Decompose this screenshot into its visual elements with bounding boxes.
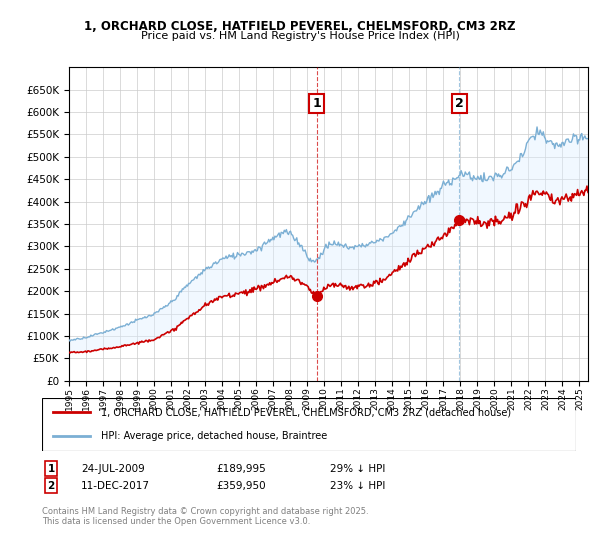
Text: 1, ORCHARD CLOSE, HATFIELD PEVEREL, CHELMSFORD, CM3 2RZ: 1, ORCHARD CLOSE, HATFIELD PEVEREL, CHEL…: [84, 20, 516, 32]
Text: 11-DEC-2017: 11-DEC-2017: [81, 480, 150, 491]
Text: £359,950: £359,950: [216, 480, 266, 491]
Text: 2: 2: [455, 97, 464, 110]
Text: Price paid vs. HM Land Registry's House Price Index (HPI): Price paid vs. HM Land Registry's House …: [140, 31, 460, 41]
Text: HPI: Average price, detached house, Braintree: HPI: Average price, detached house, Brai…: [101, 431, 327, 441]
Text: 1, ORCHARD CLOSE, HATFIELD PEVEREL, CHELMSFORD, CM3 2RZ (detached house): 1, ORCHARD CLOSE, HATFIELD PEVEREL, CHEL…: [101, 408, 511, 418]
Text: 24-JUL-2009: 24-JUL-2009: [81, 464, 145, 474]
Text: £189,995: £189,995: [216, 464, 266, 474]
Text: 23% ↓ HPI: 23% ↓ HPI: [330, 480, 385, 491]
Text: 1: 1: [47, 464, 55, 474]
Text: 2: 2: [47, 480, 55, 491]
Text: Contains HM Land Registry data © Crown copyright and database right 2025.
This d: Contains HM Land Registry data © Crown c…: [42, 507, 368, 526]
Text: 29% ↓ HPI: 29% ↓ HPI: [330, 464, 385, 474]
Text: 1: 1: [313, 97, 321, 110]
